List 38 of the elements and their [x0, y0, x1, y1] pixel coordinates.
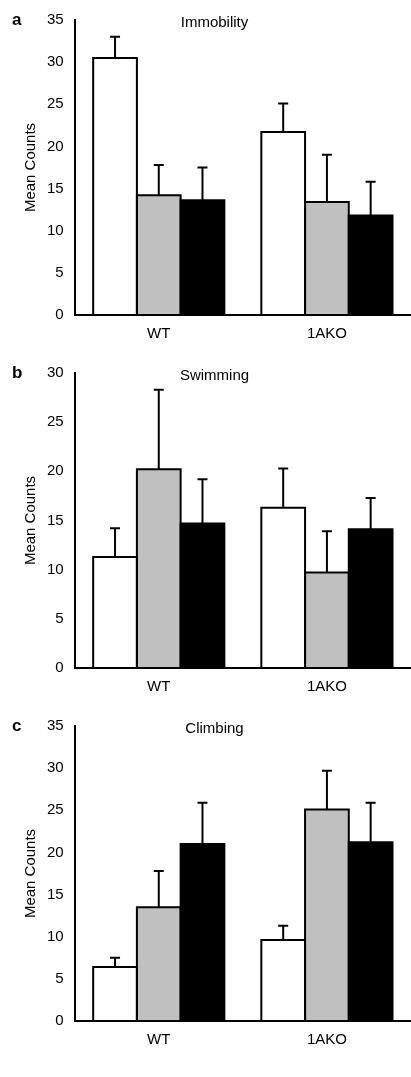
chart-title: Swimming [179, 366, 250, 384]
y-tick-label: 20 [47, 136, 64, 154]
x-tick-label: 1AKO [306, 324, 347, 342]
y-tick-label: 10 [47, 559, 64, 577]
y-tick-label: 5 [55, 608, 64, 626]
y-tick-label: 25 [47, 412, 64, 430]
y-tick-label: 30 [47, 52, 64, 70]
x-tick-label: 1AKO [306, 677, 347, 695]
y-tick-label: 15 [47, 510, 64, 528]
y-axis-title: Mean Counts [21, 122, 39, 213]
y-tick-label: 15 [47, 178, 64, 196]
y-tick-label: 0 [55, 658, 64, 676]
text: c [12, 716, 22, 736]
y-tick-label: 35 [47, 10, 64, 28]
y-tick-label: 30 [47, 363, 64, 381]
y-tick-label: 15 [47, 884, 64, 902]
y-tick-label: 0 [55, 305, 64, 323]
x-tick-label: WT [147, 1030, 171, 1048]
x-tick-label: WT [147, 677, 171, 695]
y-tick-label: 10 [47, 220, 64, 238]
y-tick-label: 10 [47, 926, 64, 944]
chart-title: Immobility [180, 13, 249, 31]
y-tick-label: 5 [55, 263, 64, 280]
y-tick-label: 0 [55, 1011, 64, 1029]
y-tick-label: 35 [47, 716, 64, 734]
y-tick-label: 25 [47, 94, 64, 112]
y-tick-label: 20 [47, 461, 64, 479]
chart-title: Climbing [185, 719, 244, 737]
y-tick-label: 5 [55, 969, 64, 986]
y-axis-title: Mean Counts [21, 475, 39, 566]
y-tick-label: 30 [47, 758, 64, 776]
y-axis-title: Mean Counts [21, 828, 39, 919]
x-tick-label: 1AKO [306, 1030, 347, 1048]
y-tick-label: 20 [47, 842, 64, 860]
y-tick-label: 25 [47, 800, 64, 818]
text: b [12, 363, 23, 383]
x-tick-label: WT [147, 324, 171, 342]
text: a [12, 10, 22, 30]
